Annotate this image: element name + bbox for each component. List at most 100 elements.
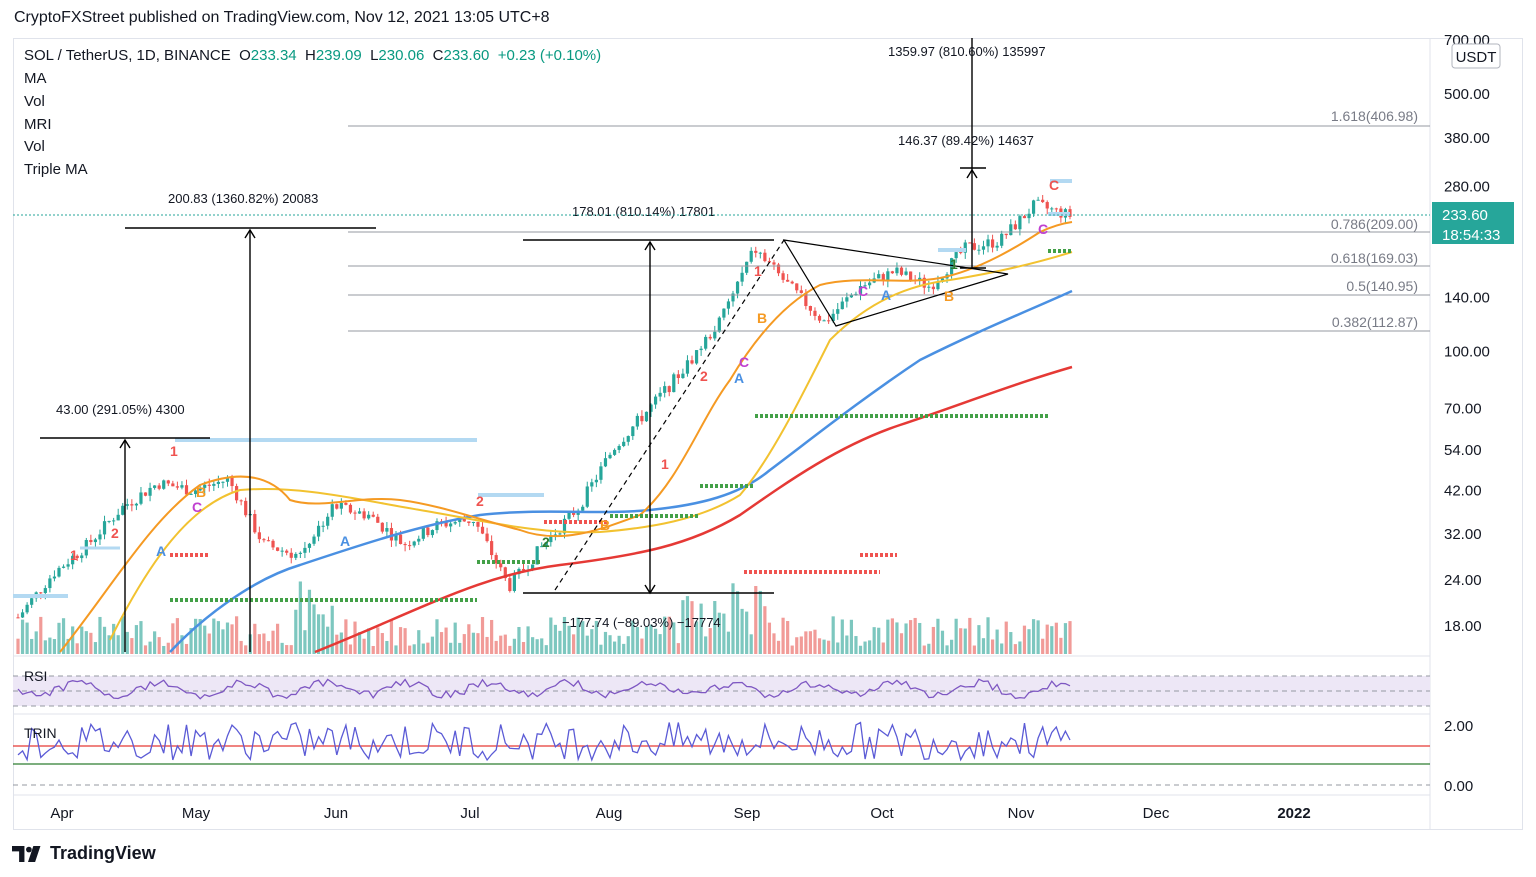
candle-body (357, 511, 362, 514)
candle-body (480, 526, 485, 534)
volume-bar (348, 644, 353, 654)
volume-bar (52, 639, 57, 654)
candle-body (125, 504, 129, 506)
indicator-vol-2[interactable]: Vol (24, 138, 45, 155)
candle-body (485, 533, 489, 542)
time-label: May (182, 805, 211, 822)
currency-badge[interactable] (1451, 43, 1501, 69)
candle-body (690, 360, 694, 364)
candle-body (644, 411, 649, 422)
wave-label: B (196, 484, 206, 500)
time-label: Oct (870, 805, 894, 822)
candle-body (39, 592, 43, 594)
wave-label: 2 (111, 525, 119, 541)
volume-bar (685, 596, 690, 654)
price-tick: 32.00 (1444, 526, 1482, 543)
candle-body (303, 547, 307, 553)
measure-4-head (644, 584, 656, 595)
price-axis[interactable]: 700.00500.00380.00280.00140.00100.0070.0… (1432, 32, 1514, 635)
candle-body (467, 521, 471, 524)
volume-bar (895, 622, 899, 654)
candle-body (344, 502, 348, 505)
symbol-name[interactable]: SOL / TetherUS, 1D, BINANCE (24, 47, 231, 64)
volume-bar (986, 617, 990, 654)
volume-bar (153, 631, 157, 654)
candle-body (772, 262, 776, 265)
high-value: 239.09 (315, 47, 362, 64)
volume-bar (84, 631, 88, 654)
volume-bar (717, 612, 721, 654)
candle-body (717, 317, 721, 332)
volume-bar (1031, 619, 1036, 654)
volume-bar (722, 613, 726, 654)
candle-body (257, 532, 261, 540)
trin-label[interactable]: TRIN (24, 725, 57, 741)
measure-tools[interactable] (40, 38, 986, 652)
currency-label: USDT (1456, 49, 1497, 66)
indicator-ma[interactable]: MA (24, 70, 47, 87)
brand-name: TradingView (50, 843, 156, 863)
ma-blue-100 (169, 289, 1073, 653)
candle-body (963, 242, 967, 253)
candle-body (886, 271, 890, 281)
volume-bar (102, 626, 107, 654)
candle-body (312, 536, 316, 544)
volume-bar (1063, 623, 1068, 654)
volume-bar (462, 634, 466, 654)
footer: TradingView (0, 835, 1536, 877)
candle-body (954, 252, 958, 259)
candle-body (307, 543, 312, 548)
volume-bars (16, 581, 1072, 654)
volume-bar (143, 645, 148, 654)
candle-body (658, 392, 662, 397)
price-tick: 280.00 (1444, 179, 1490, 196)
indicator-vol[interactable]: Vol (24, 93, 45, 110)
trin-pane[interactable]: TRIN 2.00 0.00 (13, 718, 1473, 795)
price-chart[interactable]: 1.618(406.98) 0.786(209.00) 0.618(169.03… (0, 0, 1536, 835)
candle-body (380, 522, 384, 532)
volume-bar (394, 645, 398, 654)
candle-body (180, 485, 184, 488)
volume-bar (594, 620, 598, 654)
volume-bar (321, 614, 325, 654)
candle-body (904, 271, 908, 275)
indicator-triple-ma[interactable]: Triple MA (24, 161, 88, 178)
tradingview-logo[interactable]: TradingView (12, 843, 156, 864)
candle-body (535, 546, 539, 565)
volume-bar (899, 633, 904, 654)
volume-bar (134, 625, 139, 654)
candle-body (326, 516, 330, 526)
candle-body (699, 348, 703, 351)
candle-body (531, 564, 535, 570)
volume-bar (80, 626, 84, 654)
last-price-badge (1432, 202, 1514, 244)
rsi-label[interactable]: RSI (24, 668, 47, 684)
volume-bar (553, 624, 557, 654)
symbol-legend[interactable]: SOL / TetherUS, 1D, BINANCE O233.34 H239… (24, 47, 601, 64)
wave-label: 1 (950, 256, 958, 272)
time-axis[interactable]: Apr May Jun Jul Aug Sep Oct Nov Dec 2022 (50, 805, 1310, 822)
candle-body (98, 534, 102, 540)
triangle-pattern[interactable] (554, 239, 1009, 591)
time-label: Dec (1143, 805, 1170, 822)
candle-body (1013, 224, 1017, 230)
volume-bar (767, 622, 772, 654)
candle-body (831, 313, 835, 322)
volume-bar (981, 638, 986, 654)
fib-retracement[interactable]: 1.618(406.98) 0.786(209.00) 0.618(169.03… (348, 108, 1430, 332)
volume-bar (1045, 624, 1049, 654)
volume-bar (945, 645, 949, 654)
indicator-mri[interactable]: MRI (24, 116, 52, 133)
wave-label: A (881, 287, 891, 303)
candle-body (767, 261, 772, 263)
volume-bar (658, 634, 662, 654)
volume-bar (312, 604, 316, 654)
volume-bar (30, 638, 34, 654)
candle-body (776, 264, 781, 274)
volume-bar (316, 614, 321, 654)
volume-bar (840, 619, 844, 654)
close-label: C (432, 47, 444, 64)
rsi-pane[interactable]: RSI (13, 668, 1430, 707)
candle-body (61, 566, 66, 568)
volume-bar (20, 619, 25, 654)
